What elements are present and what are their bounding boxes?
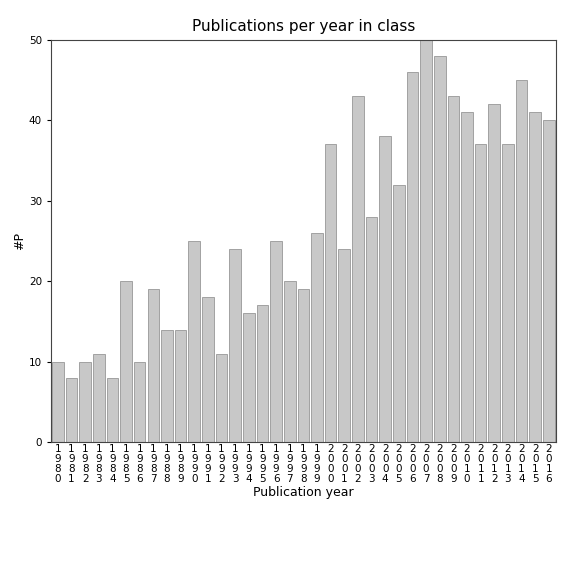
Bar (475, 145, 486, 442)
Bar (188, 241, 200, 442)
Bar (202, 297, 214, 442)
Bar (379, 136, 391, 442)
X-axis label: Publication year: Publication year (253, 486, 354, 500)
Bar (516, 80, 527, 442)
Bar (230, 249, 241, 442)
Bar (420, 40, 432, 442)
Bar (79, 362, 91, 442)
Bar (489, 104, 500, 442)
Bar (52, 362, 64, 442)
Bar (543, 120, 555, 442)
Bar (338, 249, 350, 442)
Bar (134, 362, 146, 442)
Bar (298, 289, 309, 442)
Title: Publications per year in class: Publications per year in class (192, 19, 415, 35)
Bar (434, 56, 446, 442)
Bar (107, 378, 118, 442)
Y-axis label: #P: #P (13, 232, 26, 250)
Bar (366, 217, 377, 442)
Bar (93, 354, 104, 442)
Bar (325, 145, 336, 442)
Bar (215, 354, 227, 442)
Bar (66, 378, 77, 442)
Bar (311, 233, 323, 442)
Bar (530, 112, 541, 442)
Bar (502, 145, 514, 442)
Bar (257, 306, 268, 442)
Bar (284, 281, 295, 442)
Bar (461, 112, 473, 442)
Bar (407, 72, 418, 442)
Bar (243, 314, 255, 442)
Bar (393, 185, 405, 442)
Bar (120, 281, 132, 442)
Bar (270, 241, 282, 442)
Bar (175, 329, 187, 442)
Bar (161, 329, 173, 442)
Bar (352, 96, 363, 442)
Bar (147, 289, 159, 442)
Bar (447, 96, 459, 442)
